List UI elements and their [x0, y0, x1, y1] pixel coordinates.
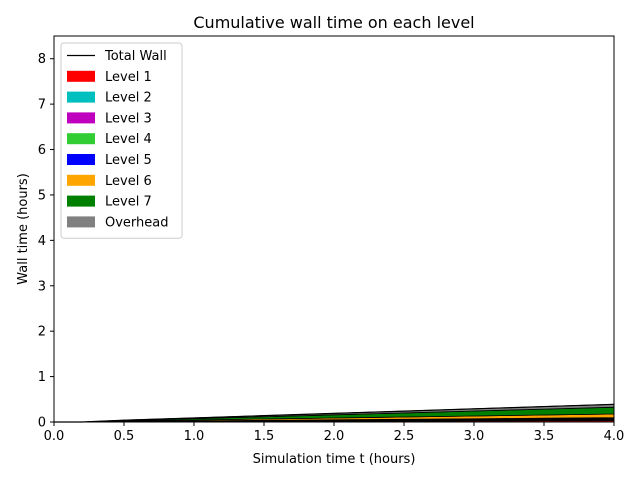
x-tick-label: 2.0	[324, 429, 345, 444]
legend-swatch-overhead	[67, 216, 95, 228]
y-tick-label: 7	[38, 98, 46, 113]
x-tick-label: 1.0	[184, 429, 205, 444]
y-tick-label: 4	[38, 234, 46, 249]
legend-label-total-wall: Total Wall	[104, 49, 167, 64]
legend-label-level-5: Level 5	[105, 153, 152, 168]
legend-label-level-4: Level 4	[105, 132, 152, 147]
x-axis-ticks: 0.0 0.5 1.0 1.5 2.0 2.5 3.0 3.5 4.0	[44, 422, 625, 444]
legend-label-overhead: Overhead	[105, 215, 169, 230]
total-wall-line-group	[54, 403, 615, 423]
x-tick-label: 3.5	[534, 429, 555, 444]
legend-swatch-level-5	[67, 154, 95, 165]
x-tick-label: 0.0	[44, 429, 65, 444]
legend-swatch-level-3	[67, 112, 95, 124]
legend-label-level-2: Level 2	[105, 91, 152, 106]
y-tick-label: 3	[38, 279, 46, 294]
total-wall-line	[54, 403, 615, 423]
y-axis-label: Wall time (hours)	[16, 173, 31, 285]
legend-label-level-1: Level 1	[105, 70, 152, 85]
legend-swatch-level-6	[67, 174, 95, 186]
legend-swatch-level-4	[67, 133, 95, 145]
legend-label-level-7: Level 7	[105, 195, 152, 210]
x-tick-label: 4.0	[604, 429, 625, 444]
legend-swatch-level-2	[67, 91, 95, 103]
x-tick-label: 0.5	[114, 429, 135, 444]
chart-title: Cumulative wall time on each level	[193, 13, 474, 32]
legend: Total Wall Level 1 Level 2 Level 3 Level 4 Le…	[60, 42, 183, 239]
y-tick-label: 8	[38, 52, 46, 67]
x-tick-label: 2.5	[394, 429, 415, 444]
y-tick-label: 6	[38, 143, 46, 158]
legend-swatch-level-7	[67, 195, 95, 207]
y-tick-label: 1	[38, 370, 46, 385]
y-tick-label: 5	[38, 188, 46, 203]
legend-label-level-6: Level 6	[105, 174, 152, 189]
x-tick-label: 1.5	[254, 429, 275, 444]
legend-swatch-level-1	[67, 70, 95, 82]
x-axis-label: Simulation time t (hours)	[253, 452, 416, 467]
y-tick-label: 0	[38, 416, 46, 431]
y-tick-label: 2	[38, 325, 46, 340]
y-axis-ticks: 0 1 2 3 4 5 6 7 8	[38, 52, 54, 431]
legend-label-level-3: Level 3	[105, 111, 152, 126]
x-tick-label: 3.0	[464, 429, 485, 444]
